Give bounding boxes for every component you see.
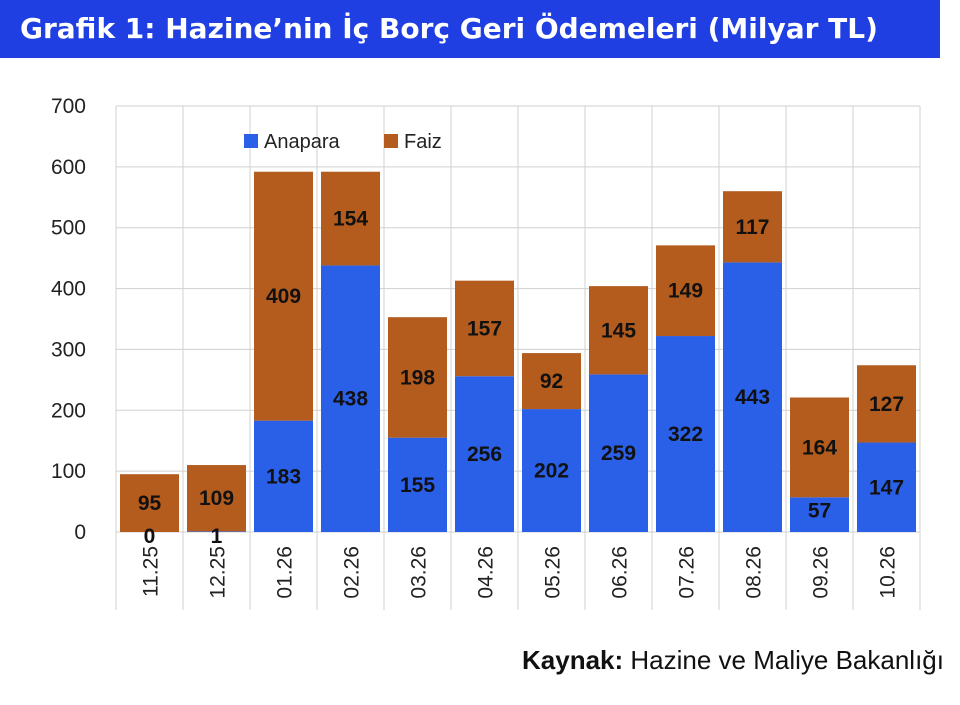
x-tick-label: 09.26 <box>810 546 833 599</box>
x-tick-label: 06.26 <box>609 546 632 599</box>
bar-anapara <box>790 497 849 532</box>
bar-anapara <box>723 262 782 532</box>
x-tick-label: 03.26 <box>408 546 431 599</box>
data-label-anapara: 202 <box>534 460 569 483</box>
data-label-faiz: 145 <box>601 319 636 342</box>
data-label-anapara: 443 <box>735 386 770 409</box>
bar-faiz <box>254 171 313 421</box>
data-label-anapara: 1 <box>211 525 223 548</box>
legend-label-faiz: Faiz <box>404 131 442 153</box>
stacked-bar-chart: 0 100 200 300 400 500 600 700 11.25 12.25 01.26 02.… <box>51 95 921 610</box>
x-tick-label: 07.26 <box>676 546 699 599</box>
bar-faiz <box>589 286 648 375</box>
bar-anapara <box>187 531 246 532</box>
data-label-anapara: 322 <box>668 423 703 446</box>
x-tick-label: 02.26 <box>341 546 364 599</box>
bar-anapara <box>254 420 313 532</box>
bar-anapara <box>455 376 514 532</box>
data-label-faiz: 127 <box>869 393 904 416</box>
legend-swatch-faiz <box>384 134 398 148</box>
x-tick-label: 11.25 <box>140 546 163 597</box>
y-tick-label: 400 <box>51 278 86 301</box>
bar-faiz <box>522 353 581 410</box>
x-tick-label: 10.26 <box>877 546 900 599</box>
data-label-faiz: 164 <box>802 436 837 459</box>
data-label-faiz: 149 <box>668 280 703 303</box>
bar-faiz <box>120 474 179 532</box>
y-tick-label: 700 <box>51 95 86 118</box>
y-tick-label: 600 <box>51 156 86 179</box>
data-label-faiz: 95 <box>138 492 162 515</box>
data-label-anapara: 183 <box>266 465 301 488</box>
y-tick-label: 500 <box>51 217 86 240</box>
x-tick-label: 04.26 <box>475 546 498 599</box>
bar-anapara <box>656 336 715 532</box>
bar-faiz <box>321 171 380 266</box>
data-label-faiz: 92 <box>540 370 563 393</box>
source-text: Hazine ve Maliye Bakanlığı <box>630 645 944 675</box>
x-tick-label: 05.26 <box>542 546 565 599</box>
x-tick-label: 01.26 <box>274 546 297 599</box>
bar-faiz <box>455 280 514 377</box>
y-tick-label: 200 <box>51 399 86 422</box>
y-tick-label: 300 <box>51 338 86 361</box>
bar-faiz <box>388 317 447 438</box>
chart-title: Grafik 1: Hazine’nin İç Borç Geri Ödemel… <box>0 0 940 58</box>
x-tick-label: 12.25 <box>207 546 230 599</box>
bar-faiz <box>723 191 782 263</box>
data-label-anapara: 147 <box>869 476 904 499</box>
bar-faiz <box>857 365 916 443</box>
data-label-anapara: 155 <box>400 474 435 497</box>
bar-anapara <box>388 437 447 532</box>
bar-anapara <box>589 374 648 532</box>
bar-faiz <box>187 465 246 532</box>
bar-anapara <box>522 409 581 532</box>
data-label-faiz: 157 <box>467 317 502 340</box>
data-label-faiz: 117 <box>736 216 770 239</box>
data-label-anapara: 438 <box>333 388 368 411</box>
data-label-anapara: 259 <box>601 442 636 465</box>
bar-anapara <box>321 265 380 532</box>
data-label-faiz: 409 <box>266 285 301 308</box>
bar-faiz <box>790 397 849 498</box>
data-label-faiz: 109 <box>199 487 234 510</box>
source-label: Kaynak: <box>522 645 624 675</box>
data-label-anapara: 0 <box>144 525 156 548</box>
y-tick-label: 0 <box>74 521 86 544</box>
data-label-faiz: 154 <box>333 208 368 231</box>
y-tick-label: 100 <box>51 460 86 483</box>
data-label-anapara: 57 <box>808 499 831 522</box>
legend-swatch-anapara <box>244 134 258 148</box>
legend-label-anapara: Anapara <box>264 131 340 153</box>
data-label-faiz: 198 <box>400 366 435 389</box>
source-note: Kaynak: Hazine ve Maliye Bakanlığı <box>522 645 944 676</box>
x-tick-label: 08.26 <box>743 546 766 599</box>
bar-anapara <box>857 442 916 532</box>
bar-faiz <box>656 245 715 337</box>
data-label-anapara: 256 <box>467 443 502 466</box>
